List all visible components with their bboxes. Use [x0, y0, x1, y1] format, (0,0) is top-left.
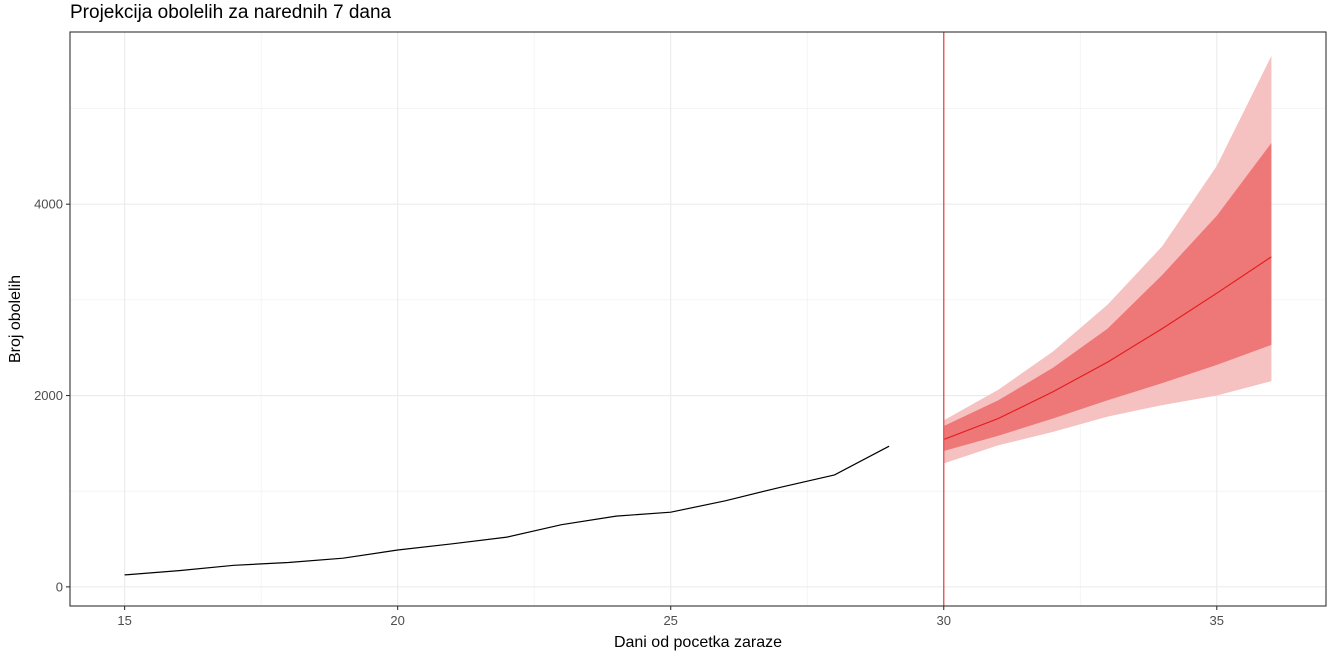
y-tick-label: 0	[56, 579, 63, 594]
minor-gridlines	[70, 32, 1326, 606]
x-axis-ticks: 15 20 25 30 35	[117, 606, 1224, 628]
y-axis-title: Broj obolelih	[7, 275, 24, 363]
y-axis-ticks: 0 2000 4000	[34, 197, 70, 594]
y-tick-label: 2000	[34, 388, 63, 403]
y-tick-label: 4000	[34, 197, 63, 212]
x-axis-title: Dani od pocetka zaraze	[614, 634, 782, 651]
x-tick-label: 20	[390, 613, 404, 628]
x-tick-label: 35	[1210, 613, 1224, 628]
x-tick-label: 15	[117, 613, 131, 628]
forecast-band-80	[943, 143, 1272, 451]
forecast-bands	[943, 55, 1272, 464]
observed-line	[124, 445, 890, 576]
forecast-mean-line	[943, 256, 1272, 441]
chart-title: Projekcija obolelih za narednih 7 dana	[70, 2, 392, 23]
x-tick-label: 25	[663, 613, 677, 628]
plot-panel-border	[69, 31, 1327, 607]
x-tick-label: 30	[937, 613, 951, 628]
series-lines	[124, 32, 1272, 606]
